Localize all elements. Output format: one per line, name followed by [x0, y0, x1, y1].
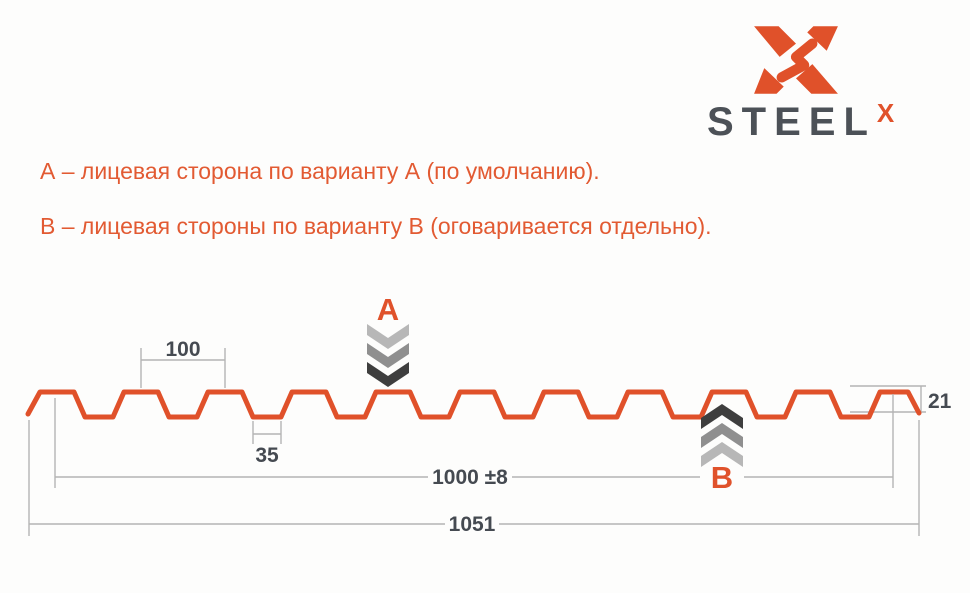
chevron-down-icon [367, 362, 409, 387]
dimension-rib-bottom: 35 [252, 421, 282, 467]
logo-wordmark-steel: STEEL [707, 100, 876, 144]
logo-arm-bottom-left [754, 68, 784, 94]
marker-a-label: A [377, 292, 399, 327]
dimension-overall-width-value: 1051 [449, 513, 496, 536]
chevron-up-icon [701, 423, 743, 448]
marker-b-label: B [711, 460, 733, 495]
dimension-working-width: 1000 ±8 [54, 394, 894, 489]
profile-drawing: 100 21 35 1000 ±8 [25, 292, 952, 536]
steelx-logo-mark-icon [754, 26, 838, 94]
dimension-rib-bottom-value: 35 [255, 444, 279, 467]
dimension-profile-height-value: 21 [928, 390, 952, 413]
note-variant-b: В – лицевая стороны по варианту В (огова… [40, 213, 712, 239]
profile-outline [25, 389, 922, 420]
chevron-up-icon [701, 404, 743, 429]
note-variant-a: А – лицевая сторона по варианту А (по ум… [40, 158, 600, 184]
marker-variant-a: A [367, 292, 409, 387]
dimension-working-width-value: 1000 ±8 [432, 466, 508, 489]
logo-arm-top-left [754, 26, 796, 57]
dimension-rib-pitch-value: 100 [165, 338, 200, 361]
dimension-rib-pitch: 100 [140, 338, 226, 388]
marker-variant-b: B [701, 404, 743, 495]
dimension-profile-height: 21 [850, 385, 952, 413]
logo-wordmark: STEELX [707, 98, 895, 145]
logo-s-ribbon [776, 38, 818, 83]
logo-arm-bottom-right [796, 64, 838, 94]
chevron-down-icon [367, 343, 409, 368]
chevron-up-icon [701, 442, 743, 467]
dimension-overall-width: 1051 [28, 420, 920, 536]
chevron-down-icon [367, 324, 409, 349]
logo-arm-top-right [807, 26, 838, 51]
logo-wordmark-x: X [876, 98, 895, 128]
